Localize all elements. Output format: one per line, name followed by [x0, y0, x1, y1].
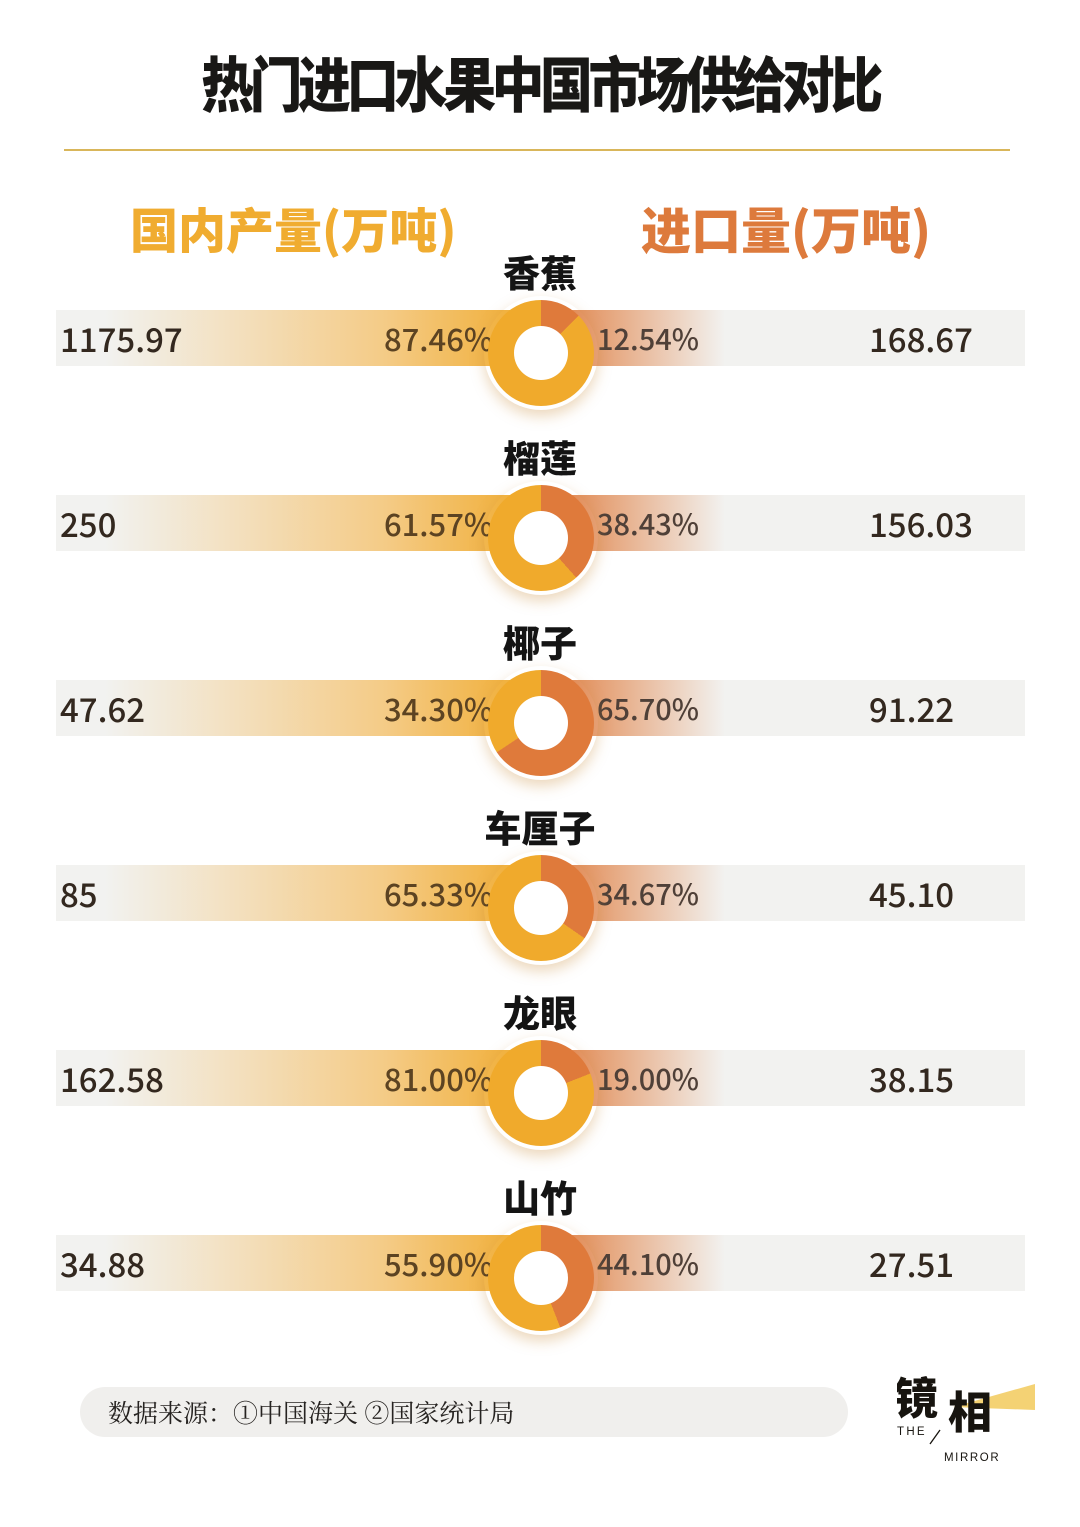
svg-text:相: 相	[948, 1377, 992, 1441]
svg-text:镜: 镜	[897, 1374, 938, 1427]
svg-text:MIRROR: MIRROR	[944, 1452, 1000, 1464]
svg-text:THE: THE	[897, 1426, 927, 1438]
